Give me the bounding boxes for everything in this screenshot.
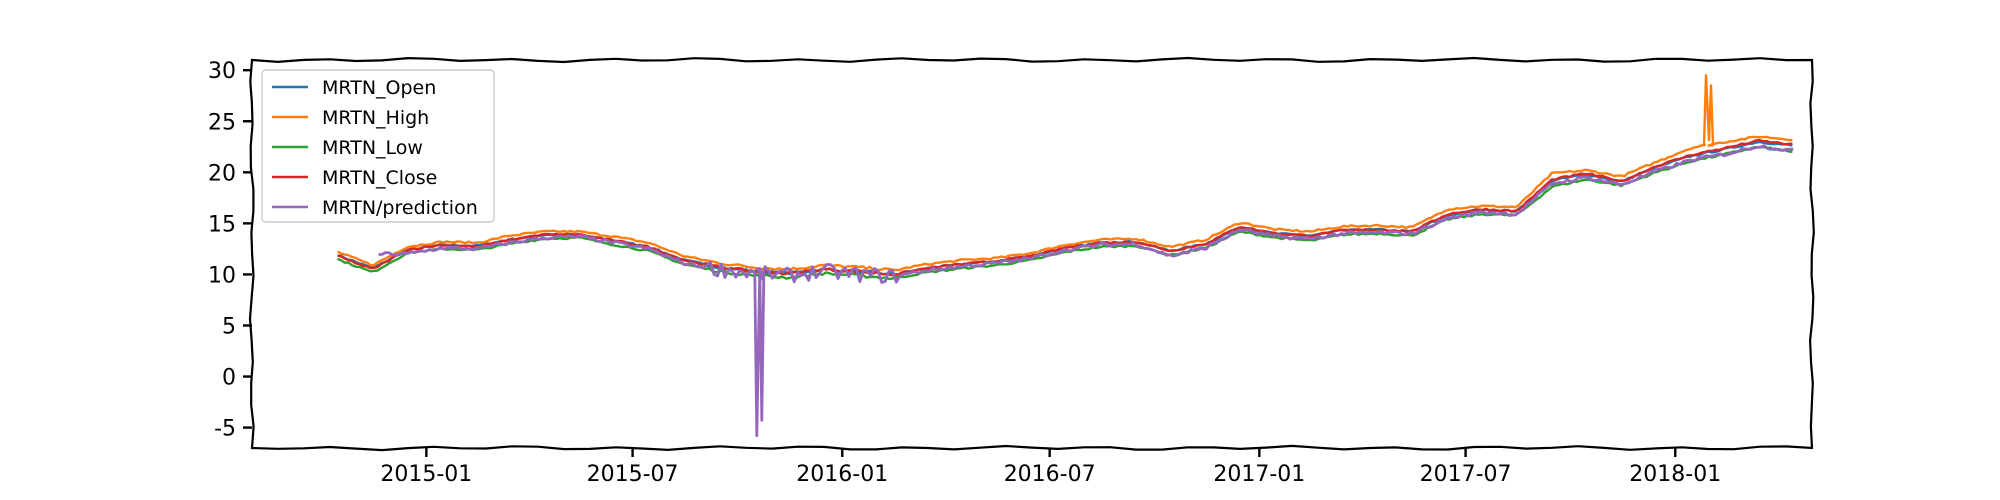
legend: MRTN_Open MRTN_High MRTN_Low MRTN_Close MRTN… <box>261 69 495 223</box>
legend-label: MRTN_High <box>322 107 429 129</box>
x-axis: 2015-01 2015-07 2016-01 2016-07 2017-01 2017-… <box>380 448 1721 487</box>
y-tick-label: 15 <box>208 212 236 237</box>
series-line-mrtn-low <box>337 145 1793 280</box>
legend-box <box>261 69 495 223</box>
y-tick-label: 30 <box>208 59 236 84</box>
x-tick-label: 2017-01 <box>1213 462 1305 487</box>
series-layer <box>336 74 1794 438</box>
legend-label: MRTN_Open <box>322 77 436 99</box>
series-line-mrtn-prediction <box>378 144 1794 438</box>
y-tick-label: 0 <box>222 366 236 391</box>
y-tick-label: 20 <box>208 161 236 186</box>
x-tick-label: 2015-01 <box>380 462 472 487</box>
axes-frame <box>248 56 1815 452</box>
x-tick-label: 2016-01 <box>796 462 888 487</box>
series-line-mrtn-open <box>337 140 1793 276</box>
legend-label: MRTN/prediction <box>322 197 478 219</box>
x-tick-label: 2018-01 <box>1629 462 1721 487</box>
x-tick-label: 2017-07 <box>1420 462 1512 487</box>
legend-label: MRTN_Close <box>322 167 437 189</box>
series-line-mrtn-close <box>337 138 1793 277</box>
series-line-mrtn-high <box>336 74 1793 272</box>
legend-label: MRTN_Low <box>322 137 423 159</box>
y-tick-label: 10 <box>208 263 236 288</box>
y-tick-label: 5 <box>222 314 236 339</box>
x-tick-label: 2015-07 <box>587 462 679 487</box>
y-tick-label: 25 <box>208 110 236 135</box>
x-tick-label: 2016-07 <box>1004 462 1096 487</box>
y-axis: -5 0 5 10 15 20 25 30 <box>208 59 252 442</box>
y-tick-label: -5 <box>214 417 236 442</box>
